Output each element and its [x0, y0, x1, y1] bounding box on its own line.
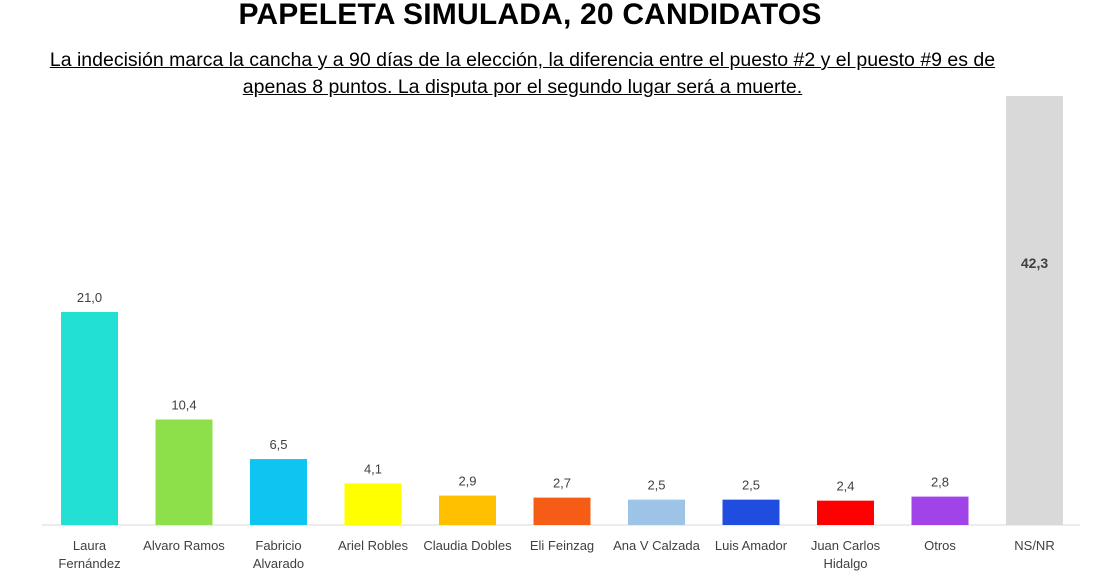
category-label-alvaro-ramos: Alvaro Ramos	[143, 538, 225, 553]
bar-alvaro-ramos	[155, 419, 213, 525]
bar-claudia-dobles	[439, 495, 496, 525]
value-label-luis-amador: 2,5	[742, 478, 760, 493]
category-label-juan-carlos-hidalgo: Juan Carlos	[811, 538, 881, 553]
value-label-ns-nr: 42,3	[1021, 255, 1048, 271]
category-label-laura-fern-ndez: Fernández	[58, 556, 120, 571]
bar-otros	[911, 496, 969, 525]
category-label-ariel-robles: Ariel Robles	[338, 538, 409, 553]
category-label-claudia-dobles: Claudia Dobles	[423, 538, 512, 553]
value-label-laura-fern-ndez: 21,0	[77, 290, 102, 305]
bar-fabricio-alvarado	[250, 459, 307, 525]
bar-ana-v-calzada	[628, 499, 685, 525]
value-label-eli-feinzag: 2,7	[553, 476, 571, 491]
value-label-juan-carlos-hidalgo: 2,4	[836, 479, 854, 494]
bar-ariel-robles	[344, 483, 402, 525]
value-label-fabricio-alvarado: 6,5	[269, 437, 287, 452]
value-label-otros: 2,8	[931, 475, 949, 490]
category-label-eli-feinzag: Eli Feinzag	[530, 538, 594, 553]
bar-eli-feinzag	[533, 497, 591, 525]
bar-juan-carlos-hidalgo	[817, 500, 874, 525]
category-label-fabricio-alvarado: Fabricio	[255, 538, 301, 553]
category-label-ns-nr: NS/NR	[1014, 538, 1054, 553]
bar-laura-fern-ndez	[61, 312, 118, 525]
category-label-fabricio-alvarado: Alvarado	[253, 556, 304, 571]
value-label-alvaro-ramos: 10,4	[171, 398, 196, 413]
bar-luis-amador	[722, 499, 780, 525]
value-label-ariel-robles: 4,1	[364, 461, 382, 476]
value-label-claudia-dobles: 2,9	[458, 474, 476, 489]
chart-subtitle: La indecisión marca la cancha y a 90 día…	[49, 49, 996, 98]
category-label-laura-fern-ndez: Laura	[73, 538, 107, 553]
category-label-juan-carlos-hidalgo: Hidalgo	[823, 556, 867, 571]
category-label-luis-amador: Luis Amador	[715, 538, 788, 553]
bar-ns-nr	[1006, 96, 1063, 525]
category-label-ana-v-calzada: Ana V Calzada	[613, 538, 700, 553]
value-label-ana-v-calzada: 2,5	[647, 478, 665, 493]
category-label-otros: Otros	[924, 538, 956, 553]
chart-title: PAPELETA SIMULADA, 20 CANDIDATOS	[238, 0, 822, 31]
